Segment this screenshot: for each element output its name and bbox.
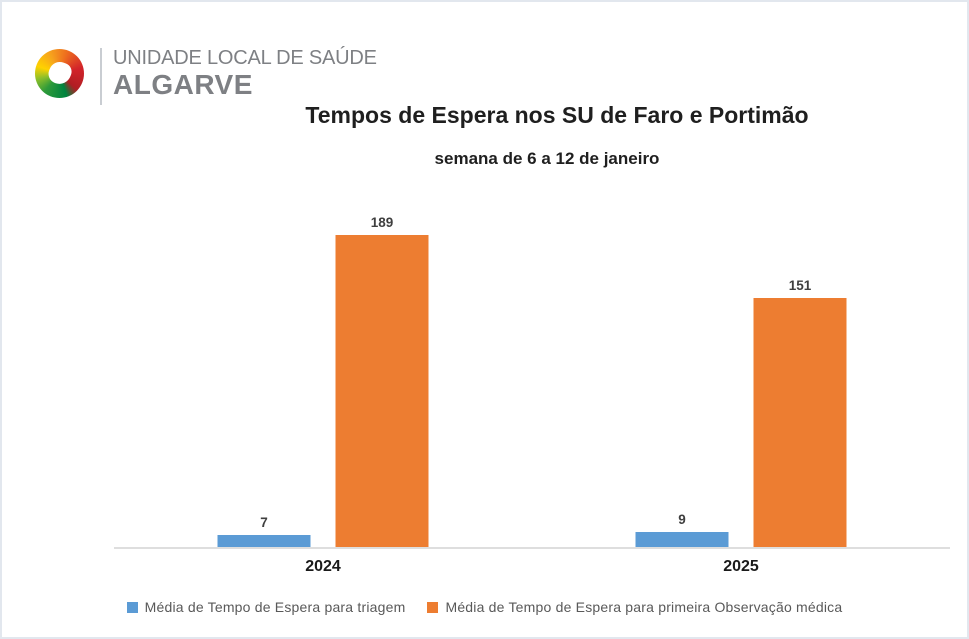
bar-wrap-observacao-medica-2024: 189 [335,215,429,547]
data-label-triagem-2025: 9 [678,512,686,528]
bar-observacao-medica-2025 [753,297,847,547]
logo-text-line2: ALGARVE [113,69,253,100]
uls-algarve-logo: UNIDADE LOCAL DE SAÚDE ALGARVE [35,46,377,105]
chart-title: Tempos de Espera nos SU de Faro e Portim… [305,102,809,128]
logo-separator [100,48,102,105]
plot-area: 7 189 2024 9 151 2025 [114,215,950,575]
chart-subtitle: semana de 6 a 12 de janeiro [434,149,660,168]
legend-item-triagem: Média de Tempo de Espera para triagem [126,599,406,615]
data-label-observacao-medica-2024: 189 [370,215,394,231]
legend-item-observacao-medica: Média de Tempo de Espera para primeira O… [427,599,842,615]
bar-triagem-2025 [635,532,729,547]
bar-wrap-triagem-2025: 9 [635,512,729,547]
bar-observacao-medica-2024 [335,235,429,547]
logo-text-line1: UNIDADE LOCAL DE SAÚDE [113,47,377,69]
chart-legend: Média de Tempo de Espera para triagem Méd… [2,599,967,615]
bar-group-2025: 9 151 [635,277,847,547]
bar-wrap-triagem-2024: 7 [217,515,311,547]
data-label-observacao-medica-2025: 151 [788,277,812,293]
bar-wrap-observacao-medica-2025: 151 [753,277,847,547]
data-label-triagem-2024: 7 [260,515,268,531]
legend-swatch-icon [126,601,138,613]
legend-swatch-icon [427,601,439,613]
category-label-2024: 2024 [305,558,341,575]
logo-text: UNIDADE LOCAL DE SAÚDE ALGARVE [113,46,377,101]
bar-triagem-2024 [217,535,311,547]
category-label-2025: 2025 [723,558,759,575]
legend-label: Média de Tempo de Espera para triagem [144,599,406,615]
legend-label: Média de Tempo de Espera para primeira O… [445,599,843,615]
bar-group-2024: 7 189 [217,215,429,547]
uls-algarve-swirl-icon [35,49,84,98]
